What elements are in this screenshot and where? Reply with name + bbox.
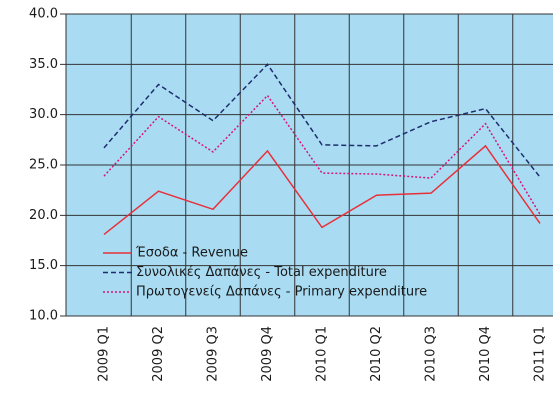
y-tick-label: 15.0 bbox=[29, 258, 58, 273]
x-tick-label: 2010 Q1 bbox=[315, 326, 330, 382]
series-line bbox=[103, 63, 541, 178]
y-tick-label: 35.0 bbox=[29, 57, 58, 72]
y-tick-label: 30.0 bbox=[29, 107, 58, 122]
legend-label: Έσοδα - Revenue bbox=[135, 246, 248, 261]
x-tick-label: 2009 Q1 bbox=[97, 326, 112, 382]
x-tick-label: 2009 Q2 bbox=[151, 326, 166, 382]
y-tick-label: 20.0 bbox=[29, 208, 58, 223]
x-tick-label: 2009 Q4 bbox=[260, 326, 275, 382]
x-tick-label: 2010 Q2 bbox=[369, 326, 384, 382]
x-tick-label: 2010 Q3 bbox=[424, 326, 439, 382]
x-tick-label: 2009 Q3 bbox=[206, 326, 221, 382]
x-tick-label: 2010 Q4 bbox=[478, 326, 493, 382]
x-tick-label: 2011 Q1 bbox=[533, 326, 548, 382]
series-line bbox=[103, 144, 541, 236]
y-tick-label: 25.0 bbox=[29, 158, 58, 173]
legend-label: Πρωτογενείς Δαπάνες - Primary expenditur… bbox=[136, 285, 427, 300]
y-tick-label: 10.0 bbox=[29, 309, 58, 324]
legend-label: Συνολικές Δαπάνες - Total expenditure bbox=[136, 265, 387, 280]
y-tick-label: 40.0 bbox=[29, 7, 58, 22]
